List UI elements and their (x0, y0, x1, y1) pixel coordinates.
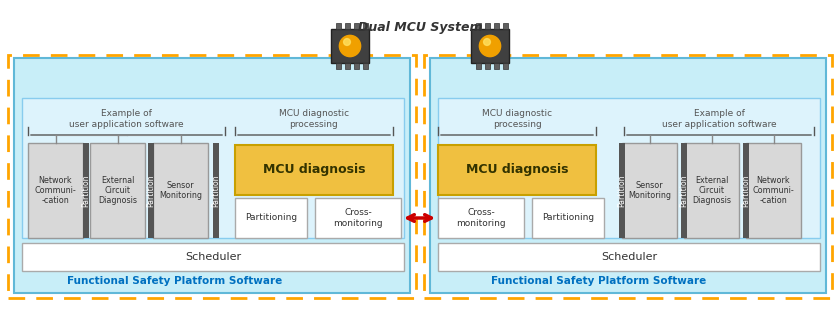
Text: MCU diagnosis: MCU diagnosis (465, 164, 568, 176)
Bar (424, 55, 832, 298)
Text: Sensor
Monitoring: Sensor Monitoring (628, 181, 671, 200)
Text: Scheduler: Scheduler (601, 252, 657, 262)
Bar (363, 63, 368, 69)
Bar (14, 58, 410, 293)
Text: Network
Communi-
-cation: Network Communi- -cation (34, 175, 76, 205)
Bar (235, 145, 393, 195)
Circle shape (484, 39, 491, 45)
Text: Network
Communi-
-cation: Network Communi- -cation (753, 175, 795, 205)
Bar (503, 63, 508, 69)
Bar (345, 63, 350, 69)
Bar (438, 98, 820, 238)
Bar (148, 143, 154, 238)
Text: MCU diagnosis: MCU diagnosis (263, 164, 365, 176)
Text: Partition: Partition (146, 174, 155, 207)
Bar (494, 23, 499, 29)
Bar (684, 143, 739, 238)
Circle shape (344, 39, 350, 45)
Bar (354, 23, 359, 29)
Text: Cross-
monitoring: Cross- monitoring (456, 208, 506, 228)
Bar (743, 143, 749, 238)
Bar (494, 63, 499, 69)
Text: Partitioning: Partitioning (542, 213, 594, 222)
Text: Functional Safety Platform Software: Functional Safety Platform Software (491, 276, 706, 286)
Bar (83, 143, 89, 238)
Bar (471, 29, 509, 63)
Bar (153, 143, 208, 238)
Bar (485, 23, 490, 29)
Bar (485, 63, 490, 69)
Text: External
Circuit
Diagnosis: External Circuit Diagnosis (692, 175, 731, 205)
Bar (235, 198, 307, 238)
Text: Dual MCU System: Dual MCU System (358, 22, 482, 35)
Bar (22, 98, 404, 238)
Text: Partition: Partition (742, 174, 750, 207)
Bar (315, 198, 401, 238)
Text: MCU diagnostic
processing: MCU diagnostic processing (279, 109, 349, 129)
Bar (430, 58, 826, 293)
Bar (336, 63, 341, 69)
Circle shape (339, 35, 360, 57)
Bar (476, 63, 481, 69)
Bar (28, 143, 83, 238)
Bar (476, 23, 481, 29)
Bar (336, 23, 341, 29)
Bar (354, 63, 359, 69)
Text: Partition: Partition (81, 174, 91, 207)
Bar (213, 143, 219, 238)
Text: MCU diagnostic
processing: MCU diagnostic processing (482, 109, 552, 129)
Bar (619, 143, 625, 238)
Text: Example of
user application software: Example of user application software (662, 109, 776, 129)
Text: Scheduler: Scheduler (185, 252, 241, 262)
Circle shape (480, 35, 501, 57)
Text: Sensor
Monitoring: Sensor Monitoring (159, 181, 202, 200)
Text: Cross-
monitoring: Cross- monitoring (333, 208, 383, 228)
Text: Functional Safety Platform Software: Functional Safety Platform Software (67, 276, 282, 286)
Text: Partition: Partition (617, 174, 627, 207)
Bar (438, 198, 524, 238)
Text: Example of
user application software: Example of user application software (69, 109, 184, 129)
Text: Partitioning: Partitioning (245, 213, 297, 222)
Bar (90, 143, 145, 238)
Text: Partition: Partition (680, 174, 689, 207)
Bar (503, 23, 508, 29)
Bar (345, 23, 350, 29)
Bar (363, 23, 368, 29)
Bar (438, 243, 820, 271)
Bar (681, 143, 687, 238)
Bar (331, 29, 369, 63)
Bar (8, 55, 416, 298)
Text: External
Circuit
Diagnosis: External Circuit Diagnosis (98, 175, 137, 205)
Bar (746, 143, 801, 238)
Bar (438, 145, 596, 195)
Bar (22, 243, 404, 271)
Bar (622, 143, 677, 238)
Bar (532, 198, 604, 238)
Text: Partition: Partition (212, 174, 220, 207)
